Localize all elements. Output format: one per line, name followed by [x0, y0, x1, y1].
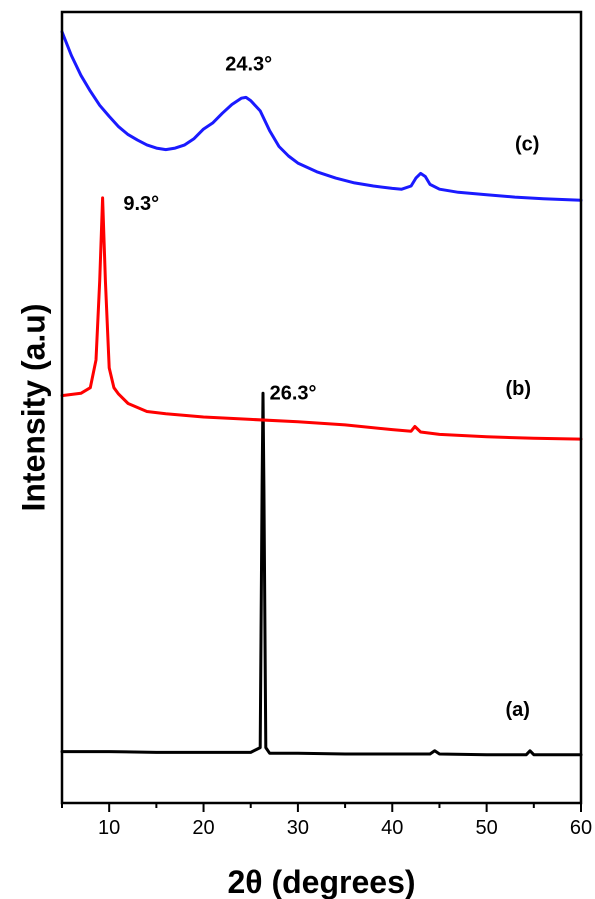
annotation-label: 24.3° — [225, 54, 272, 76]
x-tick-label: 60 — [570, 817, 592, 839]
x-tick-label: 40 — [381, 817, 403, 839]
annotation-label: (b) — [506, 378, 532, 400]
plot-frame — [60, 10, 583, 805]
annotation-label: (a) — [506, 699, 530, 721]
series-line-b — [60, 196, 583, 441]
annotation-label: (c) — [515, 133, 539, 155]
series-line-a — [60, 391, 583, 757]
annotation-label: 9.3° — [123, 193, 159, 215]
series-line-c — [60, 30, 583, 202]
x-tick-label: 30 — [287, 817, 309, 839]
x-tick-label: 20 — [192, 817, 214, 839]
x-axis-label: 2θ (degrees) — [227, 864, 415, 899]
series-layer — [60, 30, 583, 757]
y-axis-label: Intensity (a.u) — [15, 303, 51, 511]
x-tick-label: 10 — [98, 817, 120, 839]
x-axis-ticks: 10 20 30 40 50 60 — [61, 803, 592, 839]
annotations-layer: 26.3° 9.3° 24.3° (a) (b) (c) — [123, 54, 539, 721]
x-tick-label: 50 — [476, 817, 498, 839]
annotation-label: 26.3° — [270, 383, 317, 405]
